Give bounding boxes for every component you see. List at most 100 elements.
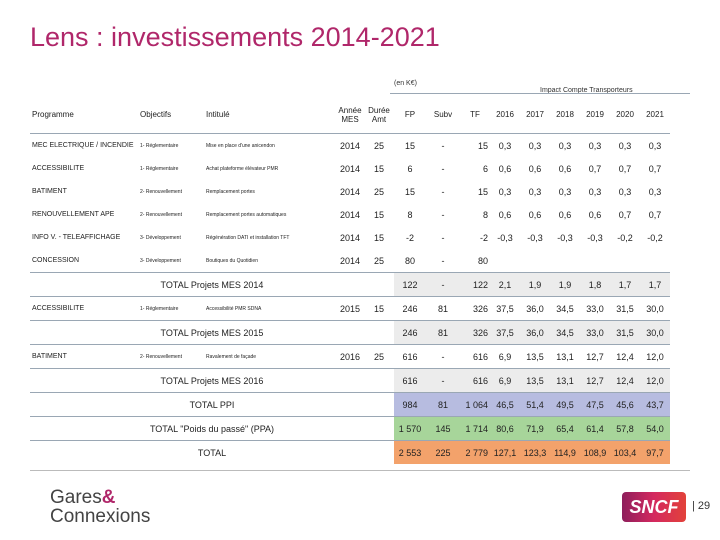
row-2021 (640, 249, 670, 273)
table-row: MEC ELECTRIQUE / INCENDIE 1- Réglementai… (30, 133, 670, 157)
row-2019: 0,3 (588, 186, 602, 197)
row-subv: - (441, 232, 445, 243)
subtotal-tf: 326 (460, 320, 490, 345)
row-subv: - (441, 163, 445, 174)
col-header-2018: 2018 (556, 110, 574, 119)
logo-ampersand: & (101, 487, 116, 508)
total-ppa-2018: 65,4 (550, 416, 580, 441)
col-header-duree: Durée Amt (368, 105, 390, 124)
row-intitule: Mise en place d'une anicendon (204, 133, 336, 157)
total-ppi-label: TOTAL PPI (30, 392, 394, 417)
row-duree: 15 (373, 209, 384, 220)
row-intitule: Accessibilité PMR SDNA (204, 296, 336, 321)
row-fp: 15 (394, 133, 426, 157)
subtotal-2017: 1,9 (520, 272, 550, 297)
total-ppa-row: TOTAL "Poids du passé" (PPA) 1 570 145 1… (30, 416, 670, 441)
grand-total-subv: 225 (426, 440, 460, 464)
row-2019: -0,3 (587, 232, 603, 243)
row-annee: 2014 (339, 209, 361, 220)
row-intitule: Achat plateforme élévateur PMR (206, 165, 279, 172)
row-2020: 12,4 (610, 344, 640, 369)
row-2020: 31,5 (610, 296, 640, 321)
row-2020: -0,2 (617, 232, 633, 243)
row-2021: -0,2 (647, 232, 663, 243)
row-subv: 81 (426, 296, 460, 321)
row-2016 (490, 249, 520, 273)
subtotal-subv: - (426, 368, 460, 393)
row-programme: INFO V. - TELEAFFICHAGE (32, 234, 121, 241)
row-annee: 2014 (339, 186, 361, 197)
table-row: INFO V. - TELEAFFICHAGE 3- Développement… (30, 226, 670, 249)
total-ppa-label: TOTAL "Poids du passé" (PPA) (30, 416, 394, 441)
col-header-2016: 2016 (496, 110, 514, 119)
row-fp: 15 (404, 186, 415, 197)
row-duree: 25 (364, 344, 394, 369)
row-intitule: Boutiques du Quotidien (206, 257, 258, 264)
subtotal-2019: 33,0 (580, 320, 610, 345)
row-fp: 616 (394, 344, 426, 369)
row-2021: 12,0 (640, 344, 670, 369)
row-tf: 15 (460, 133, 490, 157)
row-annee: 2016 (336, 344, 364, 369)
row-programme: CONCESSION (32, 257, 80, 264)
row-subv: - (441, 255, 445, 266)
row-objectif: 1- Réglementaire (140, 165, 179, 172)
row-annee: 2014 (339, 232, 361, 243)
subtotal-2020: 1,7 (610, 272, 640, 297)
row-2016: -0,3 (497, 232, 513, 243)
row-objectif: 3- Développement (140, 257, 181, 264)
subtotal-label: TOTAL Projets MES 2014 (30, 272, 394, 297)
page-number: | 29 (692, 500, 711, 512)
col-header-2017: 2017 (526, 110, 544, 119)
subtotal-2018: 1,9 (550, 272, 580, 297)
table-row: ACCESSIBILITE 1- Réglementaire Accessibi… (30, 296, 670, 321)
row-2020 (610, 249, 640, 273)
gares-connexions-logo: Gares& Connexions (50, 488, 150, 526)
row-2018: 13,1 (550, 344, 580, 369)
total-ppi-2019: 47,5 (580, 392, 610, 417)
row-2016: 37,5 (490, 296, 520, 321)
row-objectif: 3- Développement (140, 234, 181, 241)
row-2021: 0,3 (640, 133, 670, 157)
group-header-enke: (en K€) (394, 80, 417, 87)
row-fp: 246 (394, 296, 426, 321)
row-intitule: Ravalement de façade (204, 344, 336, 369)
total-ppi-fp: 984 (394, 392, 426, 417)
group-header-impact: Impact Compte Transporteurs (540, 87, 633, 94)
subtotal-label: TOTAL Projets MES 2015 (30, 320, 394, 345)
col-header-fp: FP (404, 110, 416, 119)
grand-total-2021: 97,7 (640, 440, 670, 464)
row-annee: 2014 (339, 163, 361, 174)
subtotal-2016: 37,5 (490, 320, 520, 345)
row-fp: 8 (407, 209, 413, 220)
row-2019: 0,6 (588, 209, 602, 220)
subtotal-2018: 34,5 (550, 320, 580, 345)
row-2021: 30,0 (640, 296, 670, 321)
row-subv: - (441, 186, 445, 197)
row-2018: -0,3 (557, 232, 573, 243)
total-ppa-2019: 61,4 (580, 416, 610, 441)
subtotal-fp: 616 (394, 368, 426, 393)
subtotal-2016: 2,1 (490, 272, 520, 297)
row-annee: 2014 (339, 255, 361, 266)
row-2018: 0,6 (558, 209, 572, 220)
row-objectif: 2- Renouvellement (138, 344, 204, 369)
subtotal-row-2014: TOTAL Projets MES 2014 122 - 122 2,1 1,9… (30, 272, 670, 297)
row-annee: 2014 (336, 133, 364, 157)
subtotal-tf: 122 (460, 272, 490, 297)
row-objectif: 2- Renouvellement (140, 211, 182, 218)
row-2017: 0,3 (520, 133, 550, 157)
logo-text-connexions: Connexions (50, 506, 151, 527)
row-2020: 0,3 (610, 133, 640, 157)
col-header-programme: Programme (32, 110, 74, 119)
row-2019: 0,3 (580, 133, 610, 157)
total-ppa-2020: 57,8 (610, 416, 640, 441)
col-header-2020: 2020 (616, 110, 634, 119)
subtotal-2020: 12,4 (610, 368, 640, 393)
row-intitule: Régénération DATI et installation TFT (206, 234, 290, 241)
row-2018: 0,3 (558, 186, 572, 197)
row-2018 (550, 249, 580, 273)
subtotal-2017: 13,5 (520, 368, 550, 393)
row-fp: -2 (405, 232, 414, 243)
row-annee: 2015 (336, 296, 364, 321)
